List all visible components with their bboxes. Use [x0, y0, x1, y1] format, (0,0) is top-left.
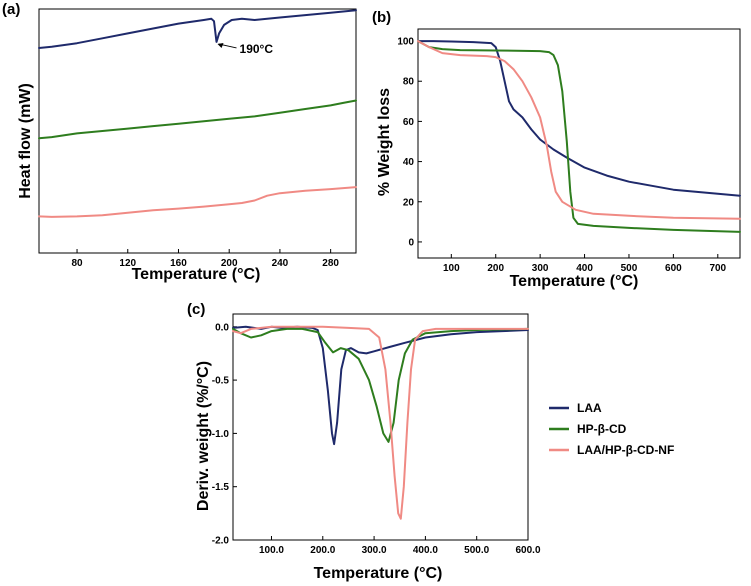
x-tick-label: 500.0 — [464, 545, 489, 556]
legend-entry: LAA/HP-β-CD-NF — [577, 443, 674, 457]
x-tick-label: 400.0 — [413, 545, 438, 556]
panel-a-dsc-chart: (a) Heat flow (mW) Temperature (°C) 80 12… — [2, 1, 357, 283]
x-tick-label: 200.0 — [310, 545, 335, 556]
y-tick-label: 100 — [397, 37, 414, 48]
y-tick-label: 40 — [403, 157, 415, 168]
panel-c-ylabel: Deriv. weight (%/°C) — [195, 361, 212, 511]
y-tick-label: 0.0 — [215, 322, 229, 333]
y-tick-label: -2.0 — [212, 536, 230, 547]
plot-frame — [38, 8, 357, 254]
panel-c-legend: LAA HP-β-CD LAA/HP-β-CD-NF — [549, 401, 674, 457]
x-tick-label: 200 — [221, 258, 238, 269]
y-tick-label: -0.5 — [212, 376, 230, 387]
y-tick-label: -1.5 — [212, 482, 230, 493]
y-tick-label: 60 — [403, 117, 415, 128]
panel-a-xlabel: Temperature (°C) — [132, 266, 261, 283]
series-line-laa-hp-cd-nf — [38, 186, 357, 218]
panel-b-ylabel: % Weight loss — [376, 88, 393, 196]
series-line-laa — [417, 40, 741, 197]
annotation-arrowhead — [217, 42, 224, 48]
legend-entry: LAA — [577, 401, 602, 415]
x-tick-label: 700 — [709, 263, 726, 274]
plot-frame — [417, 28, 741, 259]
x-tick-label: 100.0 — [259, 545, 284, 556]
annotation-190c: 190°C — [240, 42, 274, 56]
series-line-laa-hp-cd-nf — [417, 40, 741, 220]
series-line-hp-cd — [38, 99, 357, 140]
y-tick-label: -1.0 — [212, 429, 230, 440]
x-tick-label: 600 — [665, 263, 682, 274]
x-tick-label: 100 — [443, 263, 460, 274]
x-tick-label: 280 — [322, 258, 339, 269]
panel-b-xlabel: Temperature (°C) — [510, 273, 639, 290]
x-tick-label: 400 — [576, 263, 593, 274]
legend-entry: HP-β-CD — [577, 422, 627, 436]
x-tick-label: 80 — [71, 258, 83, 269]
x-tick-label: 240 — [272, 258, 289, 269]
panel-c-xlabel: Temperature (°C) — [314, 565, 443, 582]
x-tick-label: 300.0 — [362, 545, 387, 556]
panel-a-label: (a) — [2, 1, 20, 18]
x-tick-label: 160 — [170, 258, 187, 269]
y-tick-label: 20 — [403, 197, 415, 208]
y-tick-label: 0 — [408, 237, 414, 248]
x-tick-label: 500 — [621, 263, 638, 274]
series-line-hp-cd — [232, 327, 529, 443]
x-tick-label: 120 — [119, 258, 136, 269]
x-tick-label: 300 — [532, 263, 549, 274]
x-tick-label: 200 — [487, 263, 504, 274]
y-tick-label: 80 — [403, 77, 415, 88]
panel-c-label: (c) — [187, 301, 205, 318]
panel-a-ylabel: Heat flow (mW) — [17, 83, 34, 199]
panel-c-dtg-chart: (c) Deriv. weight (%/°C) Temperature (°C… — [187, 301, 674, 582]
x-tick-label: 600.0 — [515, 545, 540, 556]
series-line-laa — [38, 9, 357, 49]
plot-frame — [232, 313, 529, 541]
panel-b-tga-chart: (b) % Weight loss Temperature (°C) 100 20… — [372, 9, 741, 290]
series-line-hp-cd — [417, 40, 741, 233]
series-line-laa-hp-cd-nf — [232, 325, 529, 520]
panel-b-label: (b) — [372, 9, 391, 26]
